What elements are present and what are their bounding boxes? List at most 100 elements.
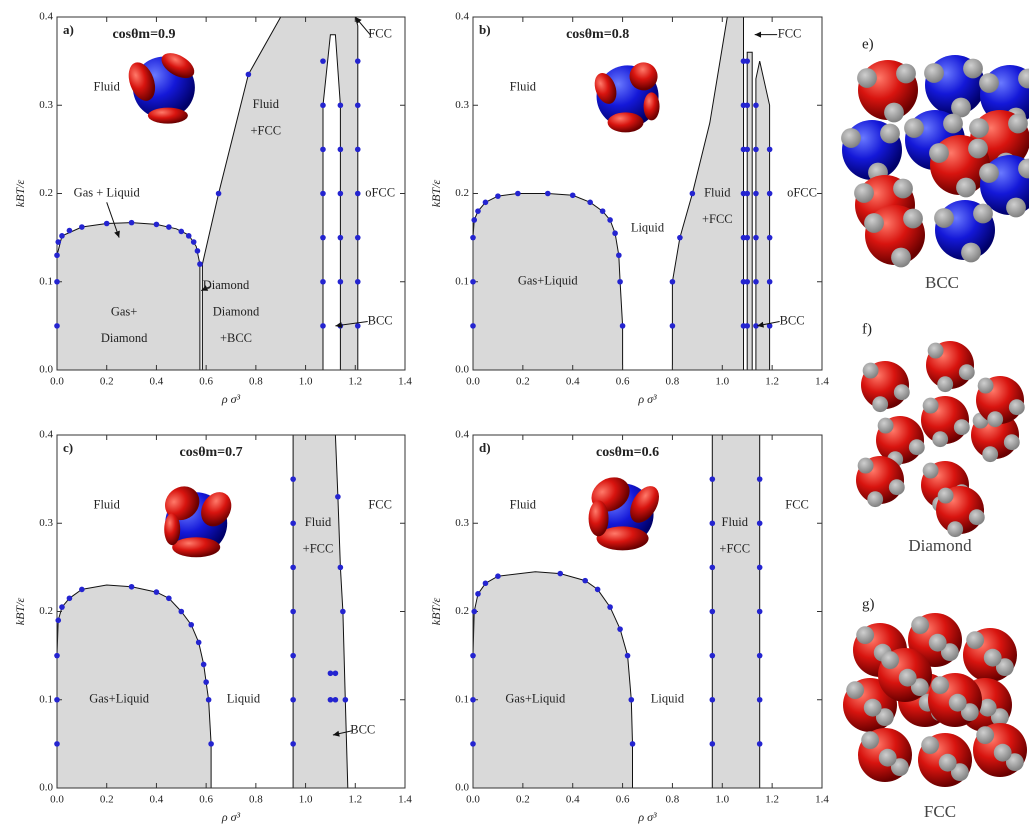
annotation: Fluid — [253, 97, 280, 111]
figure-caption: BCC — [925, 273, 959, 292]
figure-label: g) — [862, 596, 875, 612]
data-point — [186, 233, 192, 239]
crystal-patch — [987, 411, 1003, 427]
crystal-patch — [994, 744, 1012, 762]
data-point — [206, 697, 212, 703]
crystal-patch — [947, 521, 963, 537]
panel-label: b) — [479, 22, 491, 37]
data-point — [710, 609, 716, 615]
data-point — [54, 653, 60, 659]
x-tick-label: 0.8 — [249, 794, 263, 806]
data-point — [290, 476, 296, 482]
crystal-patch — [867, 491, 883, 507]
annotation: BCC — [350, 723, 375, 737]
data-point — [767, 279, 773, 285]
data-point — [338, 279, 344, 285]
data-point — [710, 653, 716, 659]
crystal-patch — [943, 114, 963, 134]
data-point — [753, 279, 759, 285]
crystal-patch — [854, 183, 874, 203]
crystal-patch — [1008, 114, 1028, 134]
y-tick-label: 0.0 — [39, 364, 53, 376]
x-tick-label: 1.4 — [398, 376, 412, 388]
data-point — [515, 191, 521, 197]
panel-label: a) — [63, 22, 74, 37]
data-point — [343, 697, 349, 703]
data-point — [320, 58, 326, 64]
x-tick-label: 1.2 — [348, 794, 362, 806]
x-tick-label: 0.8 — [666, 376, 680, 388]
x-tick-label: 0.0 — [466, 794, 480, 806]
data-point — [545, 191, 551, 197]
patch — [608, 112, 644, 132]
data-point — [55, 239, 61, 245]
x-tick-label: 1.4 — [398, 794, 412, 806]
data-point — [290, 609, 296, 615]
data-point — [67, 228, 73, 234]
crystal-patch — [969, 509, 985, 525]
annotation: Fluid — [510, 79, 537, 93]
patch — [164, 513, 180, 545]
data-point — [757, 565, 763, 571]
crystal-patch — [929, 634, 947, 652]
crystal-patch — [864, 213, 884, 233]
data-point — [246, 72, 252, 78]
data-point — [710, 476, 716, 482]
annotation: BCC — [368, 313, 393, 327]
data-point — [617, 626, 623, 632]
data-point — [328, 697, 334, 703]
x-tick-label: 1.2 — [765, 376, 779, 388]
data-point — [290, 653, 296, 659]
crystal-patch — [904, 118, 924, 138]
crystal-patch — [959, 364, 975, 380]
figure: e) BCC f) Diamond g) FCC 0.00.20.40.60.8… — [0, 0, 1029, 839]
data-point — [188, 622, 194, 628]
x-tick-label: 0.6 — [616, 794, 630, 806]
data-point — [744, 235, 750, 241]
crystal-patch — [878, 418, 894, 434]
annotation: Liquid — [227, 692, 261, 706]
crystal-patch — [921, 736, 939, 754]
data-point — [757, 697, 763, 703]
y-axis-label: kBT/ε — [429, 598, 443, 626]
data-point — [757, 520, 763, 526]
data-point — [470, 279, 476, 285]
annotation: Fluid — [722, 515, 749, 529]
data-point — [320, 147, 326, 153]
x-tick-label: 0.0 — [50, 794, 64, 806]
data-point — [79, 224, 85, 230]
x-tick-label: 0.2 — [516, 794, 530, 806]
y-tick-label: 0.1 — [39, 693, 53, 705]
annotation: Liquid — [631, 221, 665, 235]
data-point — [471, 217, 477, 223]
data-point — [54, 741, 60, 747]
data-point — [617, 279, 623, 285]
x-tick-label: 0.0 — [50, 376, 64, 388]
patch — [644, 92, 660, 120]
data-point — [612, 230, 618, 236]
crystal-patch — [929, 143, 949, 163]
y-tick-label: 0.2 — [39, 187, 53, 199]
data-point — [475, 591, 481, 597]
annotation: Fluid — [510, 497, 537, 511]
y-tick-label: 0.3 — [39, 99, 53, 111]
x-tick-label: 0.6 — [199, 376, 213, 388]
annotation: Diamond — [203, 278, 250, 292]
crystal-patch — [893, 179, 913, 199]
x-tick-label: 0.8 — [666, 794, 680, 806]
data-point — [67, 595, 73, 601]
y-tick-label: 0.0 — [455, 364, 469, 376]
data-point — [355, 102, 361, 108]
data-point — [338, 235, 344, 241]
figure-caption: Diamond — [908, 536, 972, 555]
crystal-patch — [880, 124, 900, 144]
crystal-patch — [903, 209, 923, 229]
patch — [148, 108, 188, 124]
data-point — [767, 147, 773, 153]
annotation: Gas + Liquid — [74, 185, 141, 199]
annotation: +FCC — [702, 212, 733, 226]
data-point — [767, 191, 773, 197]
crystal-patch — [891, 248, 911, 268]
data-point — [196, 640, 202, 646]
data-point — [670, 323, 676, 329]
